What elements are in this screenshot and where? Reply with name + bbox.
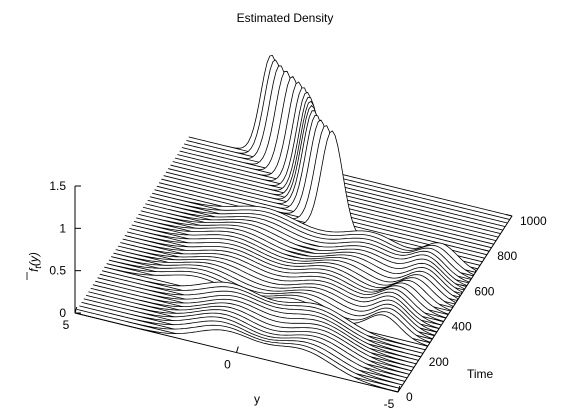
z-label-base: f: [27, 267, 41, 272]
y-tick-label: 400: [452, 320, 472, 334]
z-tick-label: 1: [59, 221, 66, 235]
density-slices: [74, 55, 513, 393]
chart-title: Estimated Density: [237, 11, 334, 25]
x-tick: [397, 385, 401, 393]
y-tick: [437, 319, 444, 323]
density-slice: [188, 55, 513, 217]
y-tick: [505, 214, 513, 217]
y-tick-label: 0: [406, 390, 413, 404]
density-slice: [186, 59, 511, 220]
z-label-arg: (y): [27, 252, 41, 266]
x-tick-label: 5: [63, 318, 70, 332]
z-tick-label: 0.5: [49, 264, 66, 278]
y-tick: [460, 284, 467, 287]
y-tick-label: 800: [497, 249, 517, 263]
y-tick: [483, 249, 490, 252]
z-label-sub: t: [33, 266, 43, 269]
density-slice: [152, 192, 476, 273]
x-tick-label: 0: [224, 358, 231, 372]
z-axis-label: ft(y): [26, 252, 43, 280]
z-tick-label: 0: [59, 306, 66, 320]
x-tick: [74, 306, 78, 314]
y-axis-label: Time: [467, 367, 494, 381]
y-tick: [414, 354, 421, 358]
svg-text:ft(y): ft(y): [27, 252, 43, 272]
y-tick-label: 200: [429, 355, 449, 369]
z-tick-label: 1.5: [49, 179, 66, 193]
y-tick-label: 600: [474, 284, 494, 298]
x-tick: [236, 346, 239, 353]
density-slice: [184, 65, 508, 224]
x-axis-label: y: [254, 392, 260, 406]
y-tick-label: 1000: [520, 214, 547, 228]
y-tick: [391, 390, 399, 393]
x-tick-label: -5: [384, 397, 395, 411]
